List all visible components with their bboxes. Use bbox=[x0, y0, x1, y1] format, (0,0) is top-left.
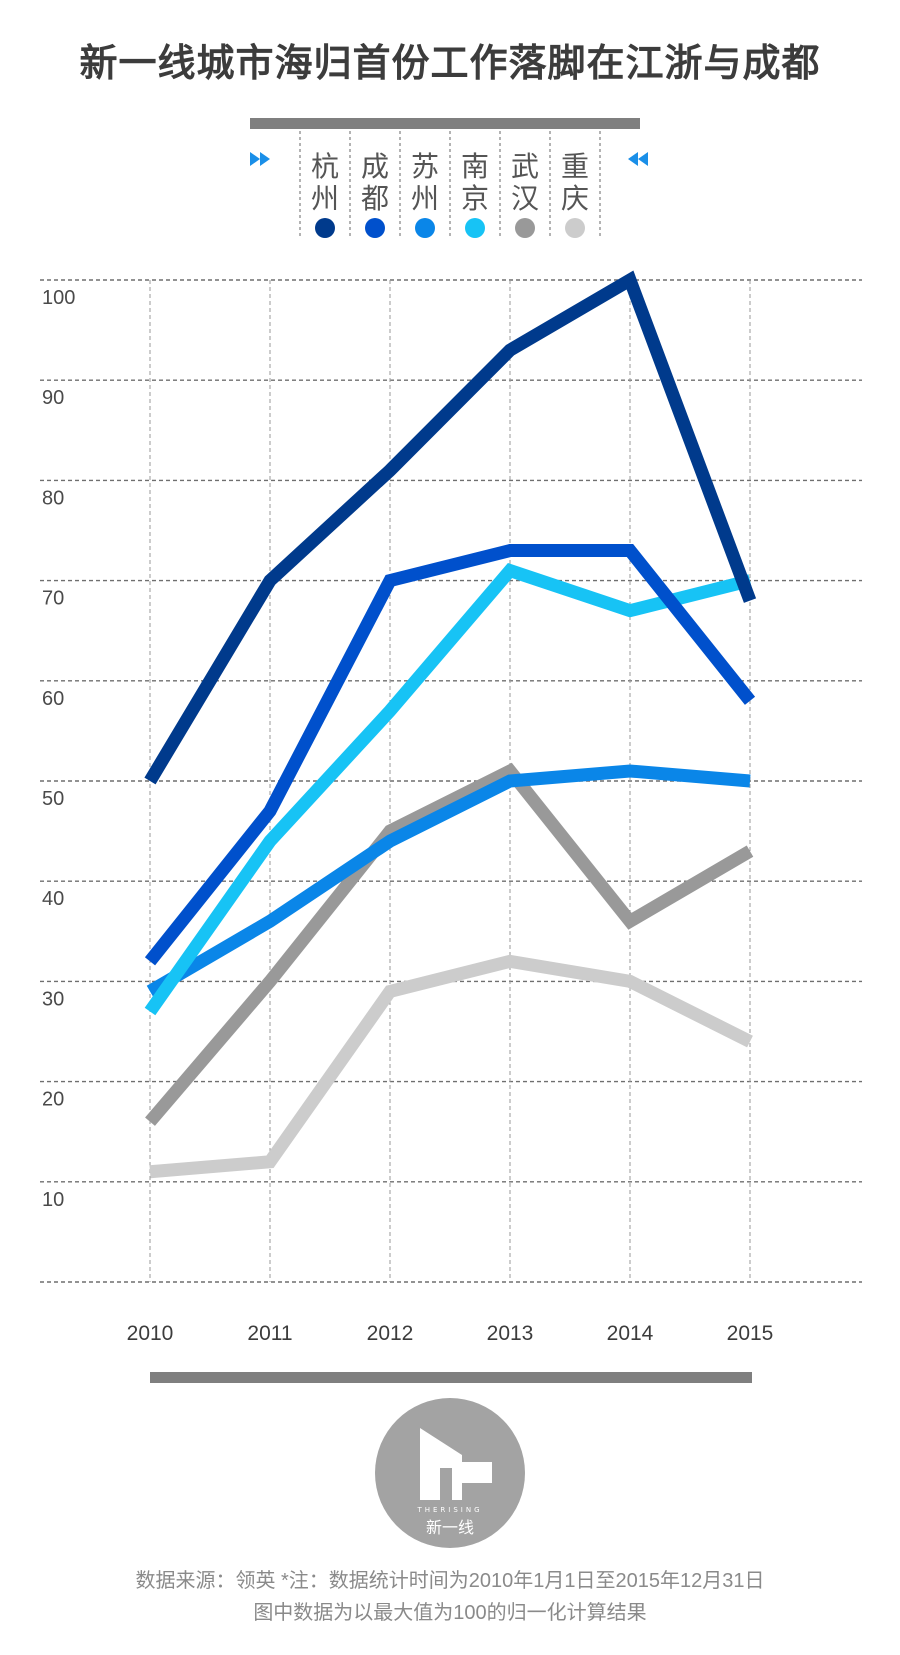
legend-label-2: 州 bbox=[411, 182, 439, 215]
x-tick-label: 2011 bbox=[247, 1322, 292, 1345]
legend-label-1: 成 bbox=[361, 150, 389, 183]
legend-label-5: 庆 bbox=[561, 182, 589, 215]
y-tick-label: 80 bbox=[42, 487, 64, 509]
logo-text-cn: 新一线 bbox=[426, 1518, 474, 1537]
series-line-5 bbox=[149, 954, 753, 1179]
legend-top-bar bbox=[250, 118, 640, 129]
legend-label-4: 汉 bbox=[511, 182, 539, 215]
bottom-bar bbox=[150, 1372, 752, 1383]
chart-title: 新一线城市海归首份工作落脚在江浙与成都 bbox=[79, 43, 821, 85]
legend-label-0: 杭 bbox=[311, 150, 339, 183]
brand-logo: THERISING 新一线 bbox=[375, 1398, 525, 1548]
legend-label-3: 京 bbox=[461, 182, 489, 215]
y-tick-label: 90 bbox=[42, 387, 64, 409]
legend-swatch-1 bbox=[365, 218, 385, 238]
series-line-4 bbox=[145, 762, 754, 1126]
y-tick-label: 40 bbox=[42, 888, 64, 910]
logo-text-en: THERISING bbox=[416, 1506, 482, 1514]
x-axis: 2010 2011 2012 2013 2014 2015 bbox=[127, 1322, 774, 1345]
legend-arrow-right-icon bbox=[628, 152, 648, 166]
y-tick-label: 50 bbox=[42, 788, 64, 810]
legend-label-2: 苏 bbox=[411, 150, 439, 183]
y-tick-label: 20 bbox=[42, 1089, 64, 1111]
legend-arrow-left-icon bbox=[250, 152, 270, 166]
x-tick-label: 2013 bbox=[487, 1322, 534, 1345]
y-tick-label: 30 bbox=[42, 988, 64, 1010]
y-tick-label: 100 bbox=[42, 287, 75, 309]
series-line-2 bbox=[146, 764, 751, 998]
footer-source: 数据来源：领英 *注：数据统计时间为2010年1月1日至2015年12月31日 bbox=[135, 1570, 765, 1592]
series-line-0 bbox=[144, 270, 757, 785]
legend-swatch-3 bbox=[465, 218, 485, 238]
y-tick-label: 60 bbox=[42, 688, 64, 710]
legend-label-0: 州 bbox=[311, 182, 339, 215]
legend-swatch-2 bbox=[415, 218, 435, 238]
x-tick-label: 2015 bbox=[727, 1322, 774, 1345]
series-lines bbox=[144, 270, 757, 1179]
x-tick-label: 2010 bbox=[127, 1322, 174, 1345]
series-line-1 bbox=[144, 544, 756, 966]
legend-swatch-4 bbox=[515, 218, 535, 238]
y-axis: 10 20 30 40 50 60 70 80 90 100 bbox=[42, 287, 75, 1211]
legend-label-4: 武 bbox=[511, 150, 539, 183]
footer-note: 图中数据为以最大值为100的归一化计算结果 bbox=[253, 1602, 647, 1624]
legend-label-5: 重 bbox=[561, 150, 589, 183]
x-tick-label: 2014 bbox=[607, 1322, 654, 1345]
legend-swatch-5 bbox=[565, 218, 585, 238]
legend-label-3: 南 bbox=[461, 150, 489, 183]
y-tick-label: 10 bbox=[42, 1189, 64, 1211]
x-tick-label: 2012 bbox=[367, 1322, 414, 1345]
legend-swatch-0 bbox=[315, 218, 335, 238]
series-line-3 bbox=[144, 563, 752, 1016]
legend-label-1: 都 bbox=[361, 182, 389, 215]
y-tick-label: 70 bbox=[42, 588, 64, 610]
